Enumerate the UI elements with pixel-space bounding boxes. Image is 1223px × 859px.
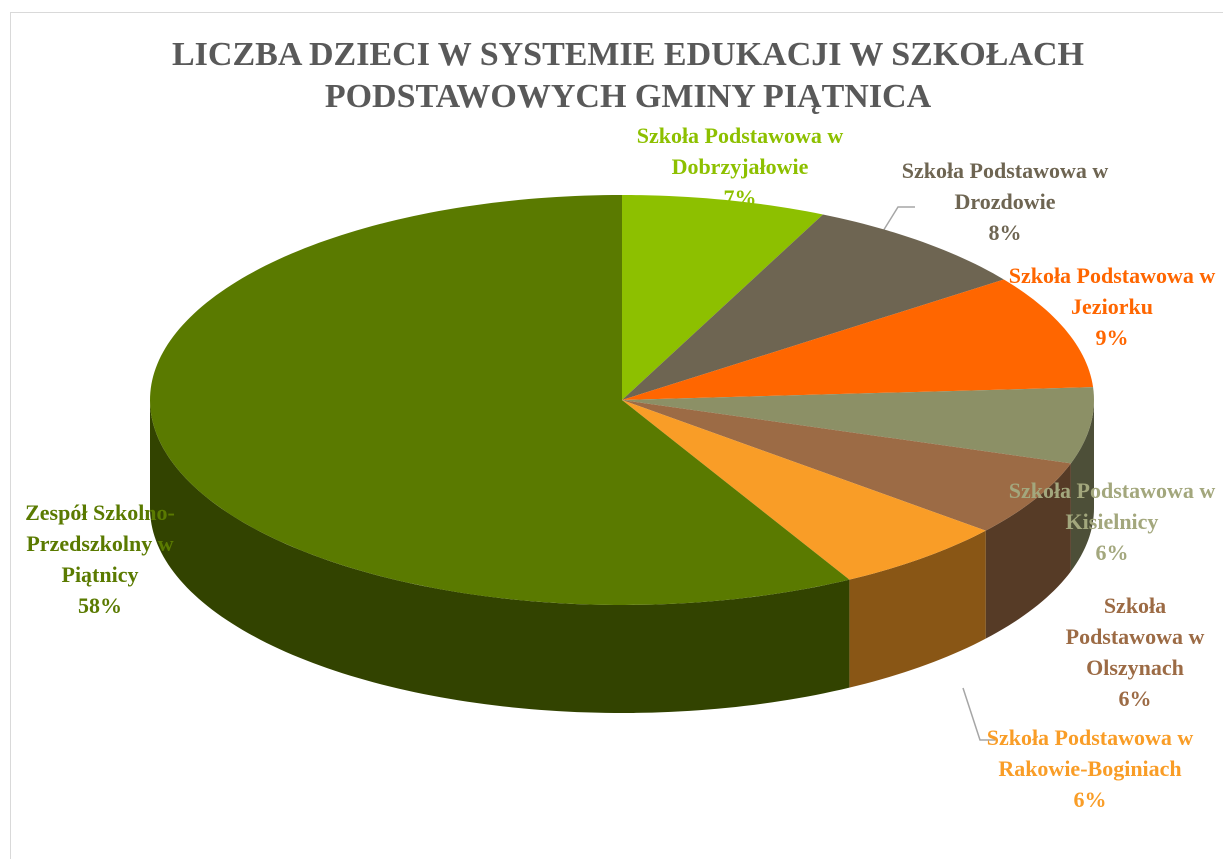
slice-side [1070,400,1094,572]
slice-top [622,195,823,400]
chart-title: LICZBA DZIECI W SYSTEMIE EDUKACJI W SZKO… [172,36,1084,115]
label-percent: 6% [1073,787,1107,812]
label-percent: 6% [1095,540,1129,565]
data-label: Szkoła Podstawowa w Drozdowie 8% [880,155,1130,248]
slice [622,400,986,688]
label-name: Zespół Szkolno-Przedszkolny w Piątnicy [25,500,175,587]
label-name: Szkoła Podstawowa w Olszynach [1065,593,1205,680]
slice [622,387,1094,572]
data-label: Zespół Szkolno-Przedszkolny w Piątnicy 58… [0,497,200,621]
label-name: Szkoła Podstawowa w Drozdowie [901,158,1109,214]
slice-top [622,400,1071,531]
slice-top [622,400,986,580]
data-label: Szkoła Podstawowa w Jeziorku 9% [992,260,1223,353]
slice [622,279,1094,400]
label-name: Szkoła Podstawowa w Dobrzyjałowie [636,123,844,179]
leader-line [879,206,915,237]
leader-line [962,687,995,741]
slice-top [622,214,1004,400]
label-percent: 58% [78,593,122,618]
label-percent: 8% [988,220,1022,245]
label-percent: 6% [1118,686,1152,711]
label-percent: 9% [1095,325,1129,350]
slice [150,195,850,713]
data-label: Szkoła Podstawowa w Dobrzyjałowie 7% [610,120,870,213]
slice-side [150,400,850,713]
slice-side [849,530,986,688]
label-name: Szkoła Podstawowa w Jeziorku [1008,263,1216,319]
chart-frame [10,12,1223,859]
slice [622,400,1071,639]
label-name: Szkoła Podstawowa w Rakowie-Boginiach [986,725,1194,781]
data-label: Szkoła Podstawowa w Olszynach 6% [1045,590,1223,714]
slice-side [985,463,1071,639]
slice [622,214,1004,400]
slice-top [150,195,850,605]
data-label: Szkoła Podstawowa w Kisielnicy 6% [992,475,1223,568]
label-percent: 7% [723,185,757,210]
slice [622,195,823,400]
label-name: Szkoła Podstawowa w Kisielnicy [1008,478,1216,534]
slice-top [622,387,1094,464]
slice-top [622,279,1094,400]
data-label: Szkoła Podstawowa w Rakowie-Boginiach 6% [980,722,1200,815]
